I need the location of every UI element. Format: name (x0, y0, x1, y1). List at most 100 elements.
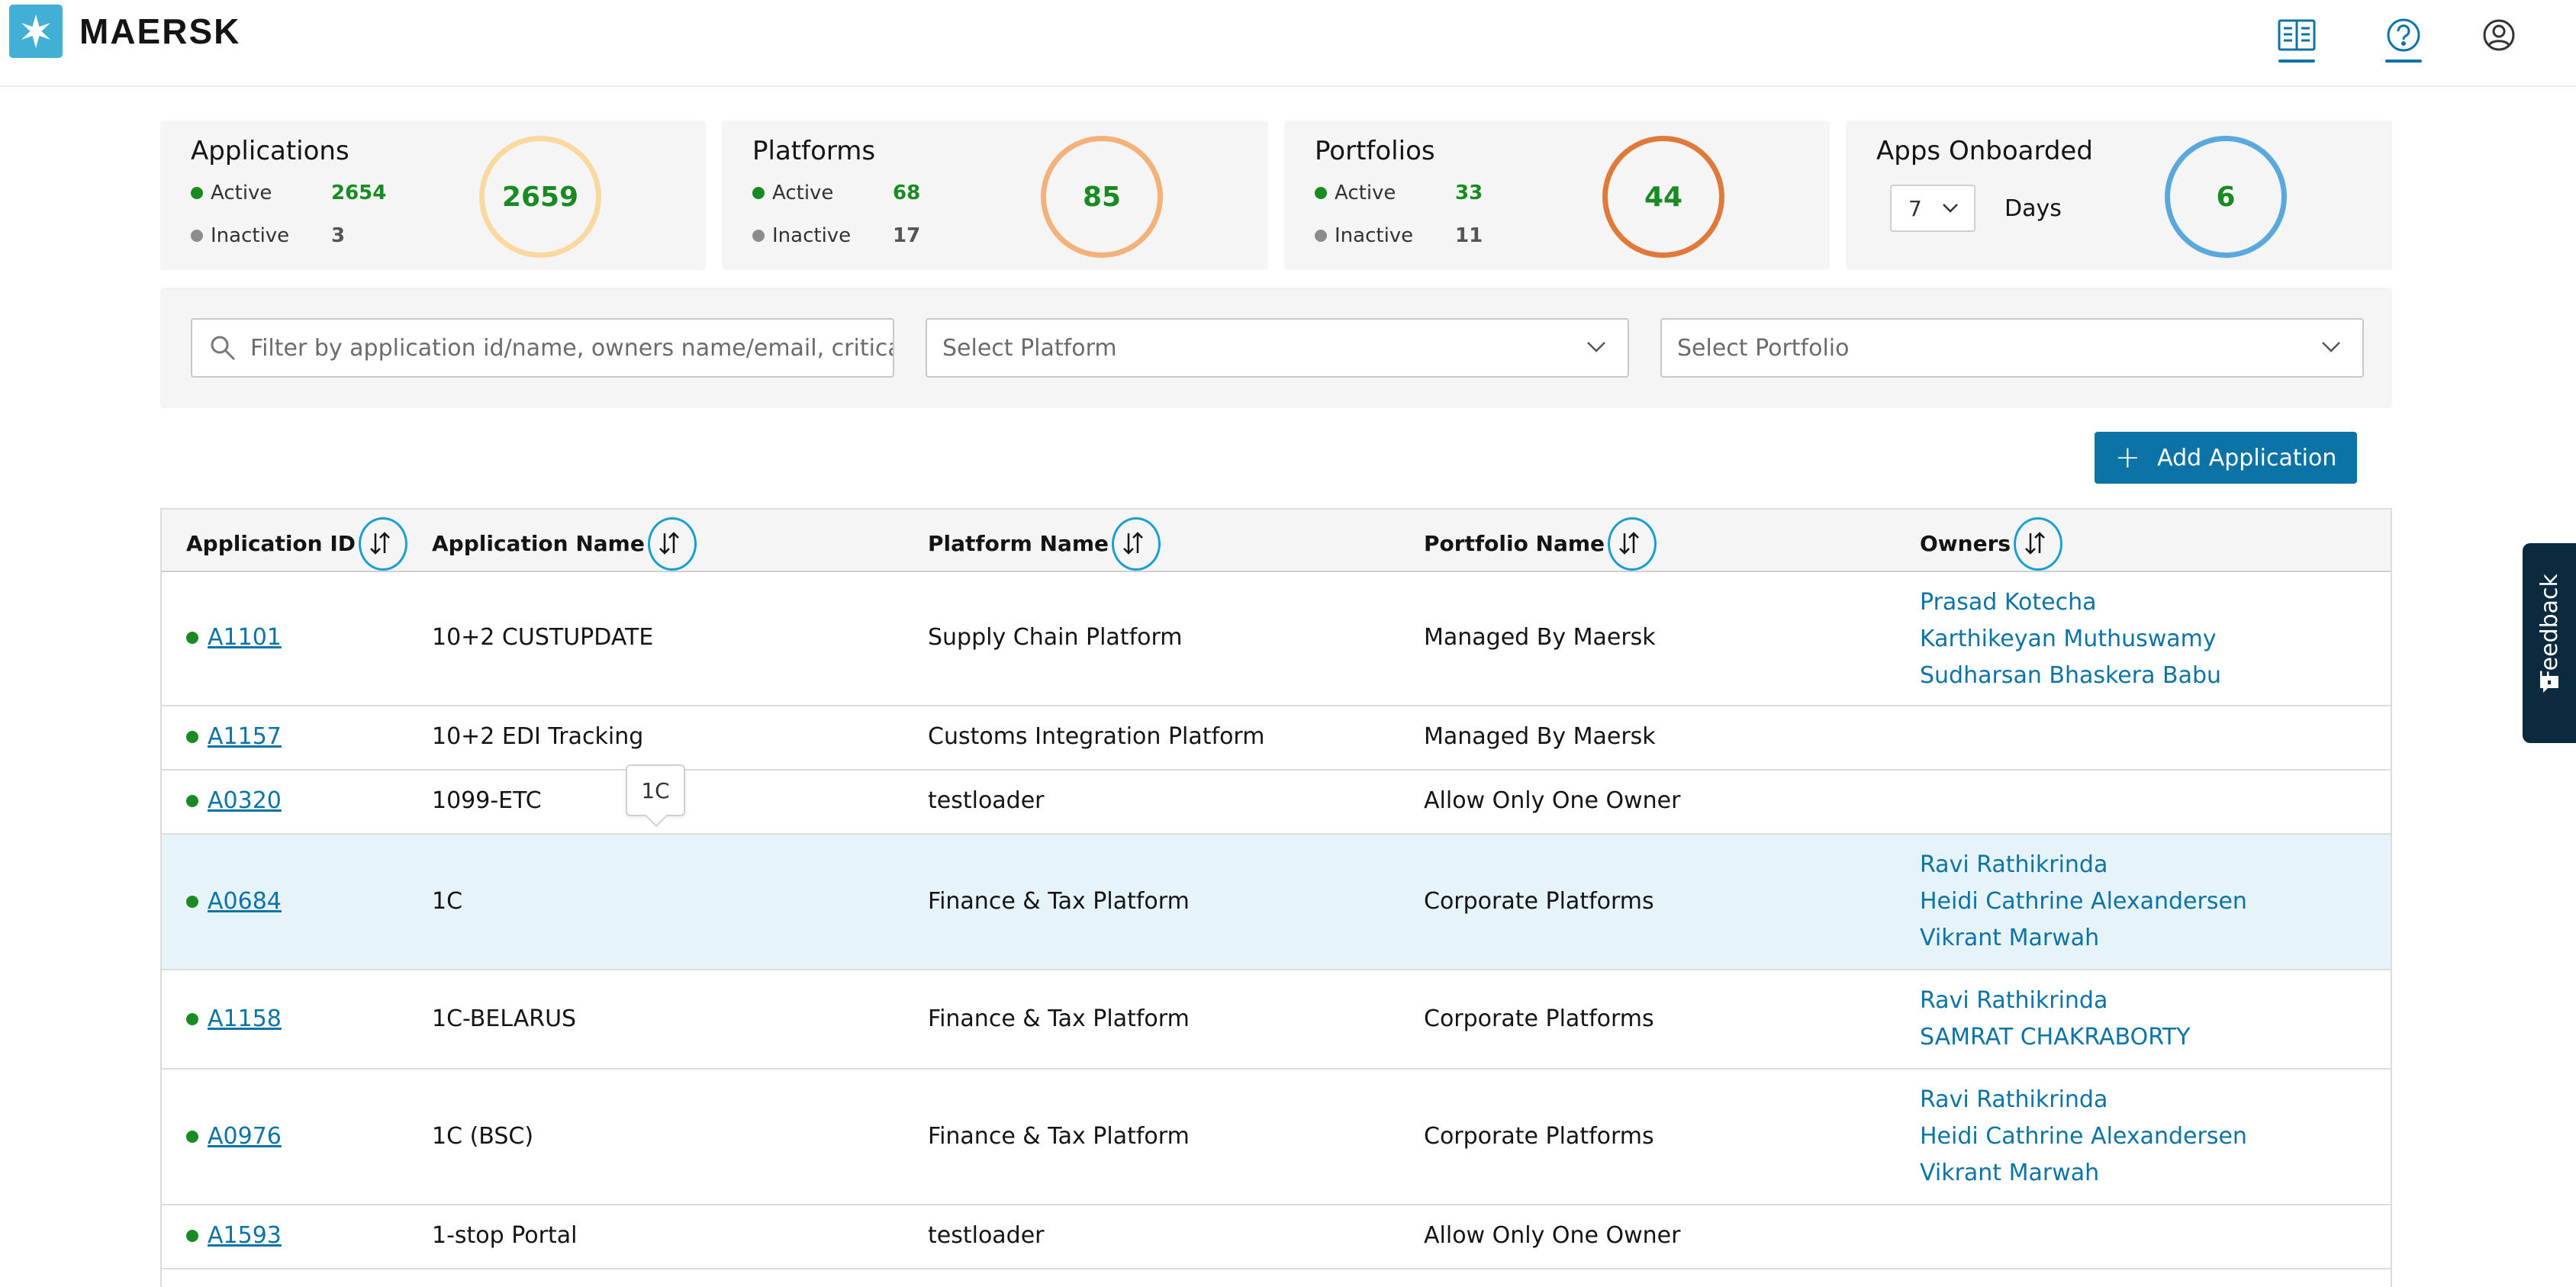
application-name-cell: 1C (BSC) (432, 1123, 534, 1150)
portfolio-name-cell: Managed By Maersk (1424, 723, 1656, 750)
column-label: Platform Name (928, 530, 1109, 556)
inactive-dot-icon (1315, 230, 1327, 242)
application-name-cell: 10+2 CUSTUPDATE (432, 624, 654, 651)
platform-name-cell: testloader (928, 1222, 1045, 1249)
sort-toggle[interactable] (647, 517, 697, 571)
status-dot-icon (186, 1229, 198, 1242)
application-name-cell: 1099-ETC (432, 787, 542, 814)
owner-link[interactable]: SAMRAT CHAKRABORTY (1920, 1024, 2191, 1051)
portfolio-name-cell: Corporate Platforms (1424, 888, 1654, 915)
top-header: MAERSK (0, 0, 2576, 87)
chevron-down-icon (1587, 342, 1605, 352)
application-id-link[interactable]: A0976 (208, 1123, 282, 1150)
maersk-logo[interactable]: MAERSK (9, 5, 240, 58)
help-icon[interactable] (2381, 12, 2426, 63)
platforms-card: Platforms Active 68 Inactive 17 85 (722, 121, 1268, 270)
column-label: Portfolio Name (1424, 530, 1605, 556)
owner-link[interactable]: Sudharsan Bhaskera Babu (1920, 662, 2222, 689)
column-label: Owners (1920, 530, 2011, 556)
inactive-count: 11 (1455, 224, 1483, 247)
portfolios-total-ring: 44 (1602, 136, 1724, 258)
column-header-owners: Owners (1920, 517, 2063, 571)
days-select[interactable]: 7 (1890, 185, 1975, 232)
chat-icon (2540, 675, 2558, 693)
sort-toggle[interactable] (2014, 517, 2063, 571)
applications-table: Application ID Application Name Platform… (160, 508, 2392, 1287)
active-label: Active (1335, 182, 1396, 204)
application-id-cell: A0684 (186, 888, 282, 915)
sort-toggle[interactable] (359, 517, 408, 571)
application-id-link[interactable]: A1593 (208, 1222, 282, 1249)
add-application-label: Add Application (2157, 444, 2337, 471)
plus-icon: + (2114, 440, 2141, 475)
inactive-count: 3 (331, 224, 346, 247)
table-row[interactable]: A1593 1-stop Portal testloader Allow Onl… (162, 1205, 2391, 1269)
owner-link[interactable]: Heidi Cathrine Alexandersen (1920, 888, 2247, 915)
application-id-link[interactable]: A1101 (208, 624, 282, 651)
application-name-cell: 1-stop Portal (432, 1222, 578, 1249)
search-field[interactable] (191, 318, 894, 378)
days-label: Days (2004, 195, 2062, 222)
application-id-link[interactable]: A1157 (208, 723, 282, 750)
user-icon[interactable] (2476, 12, 2522, 58)
active-label: Active (211, 182, 272, 204)
platform-name-cell: Supply Chain Platform (928, 624, 1183, 651)
owner-link[interactable]: Vikrant Marwah (1920, 1160, 2100, 1186)
application-id-cell: A1101 (186, 624, 282, 651)
column-header-application-id: Application ID (186, 517, 408, 571)
application-id-link[interactable]: A0684 (208, 888, 282, 915)
application-id-link[interactable]: A0320 (208, 787, 282, 814)
table-row[interactable]: A0684 1C Finance & Tax Platform Corporat… (162, 835, 2391, 970)
inactive-label: Inactive (211, 224, 290, 247)
owner-link[interactable]: Ravi Rathikrinda (1920, 987, 2108, 1014)
active-count: 33 (1455, 182, 1483, 204)
table-row[interactable]: A0976 1C (BSC) Finance & Tax Platform Co… (162, 1070, 2391, 1205)
inactive-label: Inactive (1335, 224, 1414, 247)
book-icon[interactable] (2274, 12, 2320, 63)
owner-link[interactable]: Ravi Rathikrinda (1920, 1086, 2108, 1113)
application-id-cell: A0976 (186, 1123, 282, 1150)
platform-select[interactable]: Select Platform (926, 318, 1629, 378)
chevron-down-icon (1943, 204, 1958, 213)
application-id-link[interactable]: A1158 (208, 1005, 282, 1032)
owner-link[interactable]: Karthikeyan Muthuswamy (1920, 626, 2217, 652)
application-name-cell: 1C (432, 888, 463, 915)
portfolios-inactive-row: Inactive 11 (1315, 224, 1483, 247)
owners-cell: Ravi Rathikrinda Heidi Cathrine Alexande… (1920, 1082, 2247, 1192)
search-input[interactable] (250, 334, 893, 362)
owner-link[interactable]: Prasad Kotecha (1920, 589, 2097, 616)
table-row[interactable]: A1101 10+2 CUSTUPDATE Supply Chain Platf… (162, 572, 2391, 706)
application-id-cell: A0320 (186, 787, 282, 814)
application-name-cell: 10+2 EDI Tracking (432, 723, 644, 750)
feedback-tab[interactable]: Feedback (2523, 543, 2576, 743)
platforms-title: Platforms (752, 136, 876, 166)
portfolio-select[interactable]: Select Portfolio (1660, 318, 2364, 378)
table-row[interactable]: A1158 1C-BELARUS Finance & Tax Platform … (162, 970, 2391, 1070)
portfolios-title: Portfolios (1315, 136, 1435, 166)
platforms-total-ring: 85 (1041, 136, 1163, 258)
column-header-portfolio-name: Portfolio Name (1424, 517, 1657, 571)
owner-link[interactable]: Vikrant Marwah (1920, 925, 2100, 951)
status-dot-icon (186, 730, 198, 743)
active-count: 68 (893, 182, 921, 204)
portfolio-name-cell: Corporate Platforms (1424, 1123, 1654, 1150)
platform-name-cell: Customs Integration Platform (928, 723, 1265, 750)
sort-toggle[interactable] (1112, 517, 1161, 571)
apps-onboarded-title: Apps Onboarded (1876, 136, 2093, 166)
portfolio-name-cell: Managed By Maersk (1424, 624, 1656, 651)
sort-toggle[interactable] (1608, 517, 1657, 571)
applications-active-row: Active 2654 (191, 182, 386, 204)
days-select-value: 7 (1908, 195, 1922, 221)
table-row[interactable]: A1157 10+2 EDI Tracking Customs Integrat… (162, 706, 2391, 771)
portfolio-name-cell: Allow Only One Owner (1424, 1222, 1681, 1249)
apps-onboarded-card: Apps Onboarded 7 Days 6 (1846, 121, 2392, 270)
inactive-count: 17 (893, 224, 921, 247)
owner-link[interactable]: Heidi Cathrine Alexandersen (1920, 1123, 2247, 1150)
table-row[interactable]: A0320 1099-ETC testloader Allow Only One… (162, 771, 2391, 835)
active-count: 2654 (331, 182, 387, 204)
applications-title: Applications (191, 136, 349, 166)
column-header-platform-name: Platform Name (928, 517, 1161, 571)
owner-link[interactable]: Ravi Rathikrinda (1920, 851, 2108, 878)
search-icon (211, 336, 236, 361)
add-application-button[interactable]: + Add Application (2095, 432, 2357, 484)
